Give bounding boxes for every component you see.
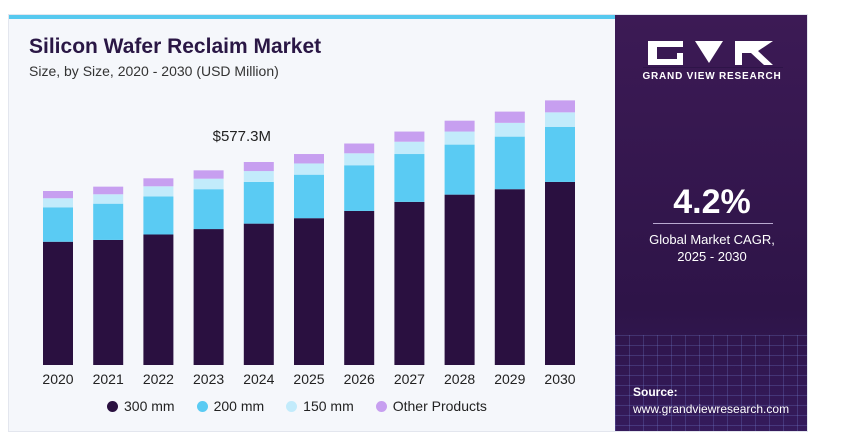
legend-swatch: [286, 400, 298, 412]
bar-segment-2027-150-mm: [394, 141, 425, 155]
legend-label: 200 mm: [213, 398, 265, 414]
bar-segment-2026-200-mm: [344, 165, 375, 211]
x-tick-label: 2023: [193, 371, 224, 387]
bar-segment-2025-300-mm: [294, 218, 324, 365]
x-tick-label: 2030: [544, 371, 575, 387]
data-label-annotation: $577.3M: [213, 128, 271, 145]
cagr-value: 4.2%: [673, 183, 751, 221]
source-link[interactable]: www.grandviewresearch.com: [633, 402, 790, 416]
x-tick-label: 2028: [444, 371, 475, 387]
bar-segment-2025-150-mm: [294, 163, 324, 175]
infographic-card: Silicon Wafer Reclaim Market Size, by Si…: [8, 14, 808, 432]
chart-legend: 300 mm 200 mm 150 mm Other Products: [107, 398, 487, 414]
bar-segment-2030-other-products: [545, 100, 575, 113]
bar-segment-2021-other-products: [93, 186, 124, 195]
chart-title: Silicon Wafer Reclaim Market: [29, 35, 322, 58]
bar-segment-2026-other-products: [344, 143, 375, 154]
legend-label: Other Products: [392, 398, 487, 414]
bar-segment-2020-200-mm: [43, 207, 73, 242]
grand-view-research-logo-icon: [643, 41, 783, 68]
bar-segment-2021-300-mm: [93, 239, 124, 365]
bar-segment-2023-300-mm: [193, 229, 224, 365]
bar-segment-2024-300-mm: [243, 223, 274, 365]
bar-segment-2022-300-mm: [143, 234, 174, 365]
bar-segment-2030-150-mm: [545, 112, 575, 127]
legend-item: 150 mm: [286, 398, 354, 414]
bar-segment-2028-300-mm: [444, 194, 475, 365]
bar-segment-2030-200-mm: [545, 126, 575, 182]
bar-segment-2020-300-mm: [43, 241, 73, 365]
bar-segment-2020-other-products: [43, 191, 73, 199]
bar-segment-2030-300-mm: [545, 181, 575, 365]
bar-segment-2029-other-products: [494, 111, 525, 123]
bar-segment-2023-other-products: [193, 170, 224, 179]
bar-segment-2028-200-mm: [444, 144, 475, 195]
legend-swatch: [196, 400, 208, 412]
legend-label: 150 mm: [303, 398, 354, 414]
bar-segment-2025-other-products: [294, 154, 324, 164]
bar-segment-2026-150-mm: [344, 153, 375, 166]
x-tick-label: 2029: [494, 371, 525, 387]
bar-segment-2021-200-mm: [93, 203, 124, 240]
x-tick-label: 2024: [243, 371, 274, 387]
legend-item: Other Products: [375, 398, 487, 414]
decorative-grid: [615, 335, 807, 431]
x-tick-label: 2026: [344, 371, 375, 387]
bar-segment-2024-other-products: [243, 162, 274, 172]
cagr-label-line2: 2025 - 2030: [677, 249, 747, 264]
bar-segment-2024-150-mm: [243, 171, 274, 182]
source-label: Source:: [633, 385, 678, 399]
bar-segment-2029-150-mm: [494, 122, 525, 137]
bar-segment-2027-other-products: [394, 131, 425, 142]
bar-segment-2023-200-mm: [193, 189, 224, 230]
bar-segment-2028-150-mm: [444, 131, 475, 145]
x-tick-label: 2027: [394, 371, 425, 387]
bar-segment-2020-150-mm: [43, 198, 73, 208]
cagr-label: Global Market CAGR, 2025 - 2030: [615, 231, 807, 265]
bar-segment-2028-other-products: [444, 120, 475, 132]
bar-segment-2025-200-mm: [294, 174, 324, 219]
x-tick-label: 2025: [293, 371, 324, 387]
bar-segment-2024-200-mm: [243, 181, 274, 224]
side-panel: GRAND VIEW RESEARCH 4.2% Global Market C…: [615, 15, 807, 431]
bar-segment-2029-200-mm: [494, 136, 525, 190]
legend-item: 200 mm: [196, 398, 265, 414]
brand-name: GRAND VIEW RESEARCH: [642, 71, 782, 82]
bar-segment-2027-200-mm: [394, 154, 425, 202]
bar-segment-2026-300-mm: [344, 210, 375, 365]
bar-segment-2027-300-mm: [394, 201, 425, 365]
x-tick-label: 2022: [143, 371, 174, 387]
legend-label: 300 mm: [124, 398, 175, 414]
bar-segment-2022-200-mm: [143, 196, 174, 235]
x-tick-label: 2020: [42, 371, 73, 387]
bar-segment-2022-150-mm: [143, 186, 174, 197]
legend-swatch: [375, 400, 387, 412]
legend-swatch: [107, 400, 118, 412]
bar-segment-2021-150-mm: [93, 194, 124, 204]
legend-item: 300 mm: [107, 398, 175, 414]
bar-segment-2023-150-mm: [193, 178, 224, 190]
cagr-divider: [653, 223, 773, 224]
x-tick-label: 2021: [93, 371, 124, 387]
accent-line: [9, 15, 615, 19]
bar-segment-2029-300-mm: [494, 189, 525, 365]
cagr-label-line1: Global Market CAGR,: [649, 232, 775, 247]
bar-segment-2022-other-products: [143, 178, 174, 187]
stacked-bar-chart: 2020 2021 2022 2023 2024 $577.3M 2025 2026 2027 2…: [42, 100, 576, 387]
chart-subtitle: Size, by Size, 2020 - 2030 (USD Million): [29, 63, 279, 79]
